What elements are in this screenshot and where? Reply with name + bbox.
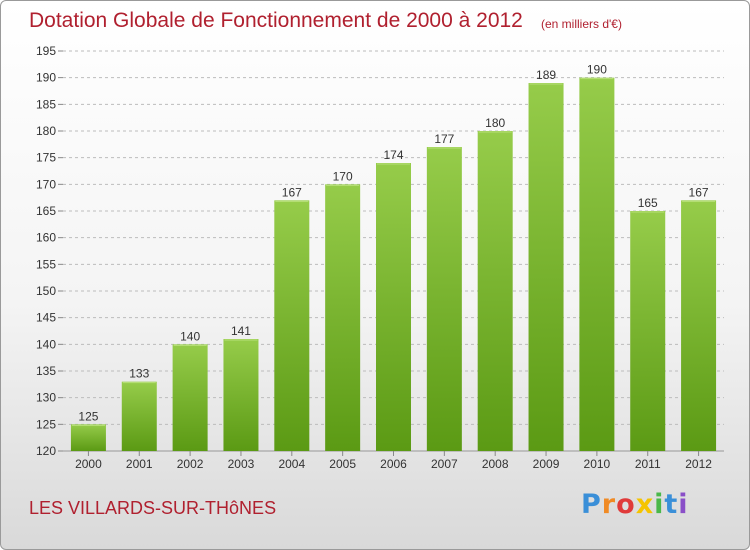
logo-letter: t <box>664 489 679 520</box>
logo-letter: o <box>616 489 636 520</box>
data-label: 180 <box>485 116 505 130</box>
x-tick-label: 2012 <box>685 457 712 471</box>
y-tick-label: 145 <box>36 311 56 325</box>
bar-2005 <box>325 184 361 452</box>
y-tick-label: 120 <box>36 444 56 458</box>
x-tick-label: 2001 <box>126 457 153 471</box>
x-tick-label: 2005 <box>329 457 356 471</box>
x-tick-label: 2009 <box>533 457 560 471</box>
data-label: 170 <box>333 169 353 183</box>
bar-2007 <box>426 147 462 451</box>
logo-letter: i <box>678 489 689 520</box>
x-tick-label: 2011 <box>635 457 661 471</box>
logo-letter: i <box>654 489 665 520</box>
y-tick-label: 175 <box>36 151 56 165</box>
bar-2010 <box>579 77 615 452</box>
data-label: 141 <box>231 324 251 338</box>
bar-2001 <box>121 381 157 451</box>
y-axis-ticks: 120 125 130 135 140 145 150 155 160 165 170 175 180 1… <box>36 44 63 458</box>
x-tick-label: 2003 <box>228 457 255 471</box>
y-tick-label: 140 <box>36 337 56 351</box>
chart-title: Dotation Globale de Fonctionnement de 20… <box>29 9 523 32</box>
proxiti-logo: Proxiti <box>581 489 689 520</box>
logo-letter: r <box>601 489 617 520</box>
data-label: 165 <box>638 196 658 210</box>
y-tick-label: 165 <box>36 204 56 218</box>
chart-unit: (en milliers d'€) <box>541 17 622 31</box>
bar-2003 <box>223 339 259 451</box>
bar-2009 <box>528 83 564 451</box>
bar-2008 <box>477 131 513 451</box>
data-label: 167 <box>689 185 709 199</box>
logo-letter: P <box>581 489 602 520</box>
logo-letter: x <box>635 489 655 520</box>
y-tick-label: 125 <box>36 417 56 431</box>
bar-2004 <box>274 200 310 451</box>
bar-2012 <box>681 200 717 451</box>
y-tick-label: 155 <box>36 257 56 271</box>
bar-2002 <box>172 344 208 451</box>
x-tick-label: 2004 <box>278 457 305 471</box>
x-tick-label: 2010 <box>584 457 611 471</box>
x-tick-label: 2000 <box>75 457 102 471</box>
x-tick-label: 2008 <box>482 457 509 471</box>
commune-name: LES VILLARDS-SUR-THôNES <box>29 498 277 518</box>
bars <box>70 77 717 452</box>
y-tick-label: 160 <box>36 231 56 245</box>
data-label: 125 <box>78 409 98 423</box>
y-tick-label: 170 <box>36 177 56 191</box>
bar-2000 <box>70 424 106 451</box>
y-tick-label: 185 <box>36 97 56 111</box>
x-tick-label: 2006 <box>380 457 407 471</box>
data-label: 133 <box>129 367 149 381</box>
bar-2011 <box>630 211 666 451</box>
data-label: 177 <box>434 132 454 146</box>
y-tick-label: 150 <box>36 284 56 298</box>
y-tick-label: 190 <box>36 71 56 85</box>
y-tick-label: 195 <box>36 44 56 58</box>
x-tick-label: 2002 <box>177 457 204 471</box>
data-labels: 125 133 140 141 167 170 174 177 180 189 190 165 167 <box>78 63 709 424</box>
y-tick-label: 130 <box>36 391 56 405</box>
x-tick-label: 2007 <box>431 457 458 471</box>
data-label: 190 <box>587 63 607 77</box>
data-label: 167 <box>282 185 302 199</box>
y-tick-label: 135 <box>36 364 56 378</box>
data-label: 140 <box>180 329 200 343</box>
x-axis-ticks: 2000 2001 2002 2003 2004 2005 2006 2007 2008 2009… <box>75 451 712 471</box>
data-label: 174 <box>383 148 403 162</box>
bar-2006 <box>376 163 411 451</box>
data-label: 189 <box>536 68 556 82</box>
y-tick-label: 180 <box>36 124 56 138</box>
